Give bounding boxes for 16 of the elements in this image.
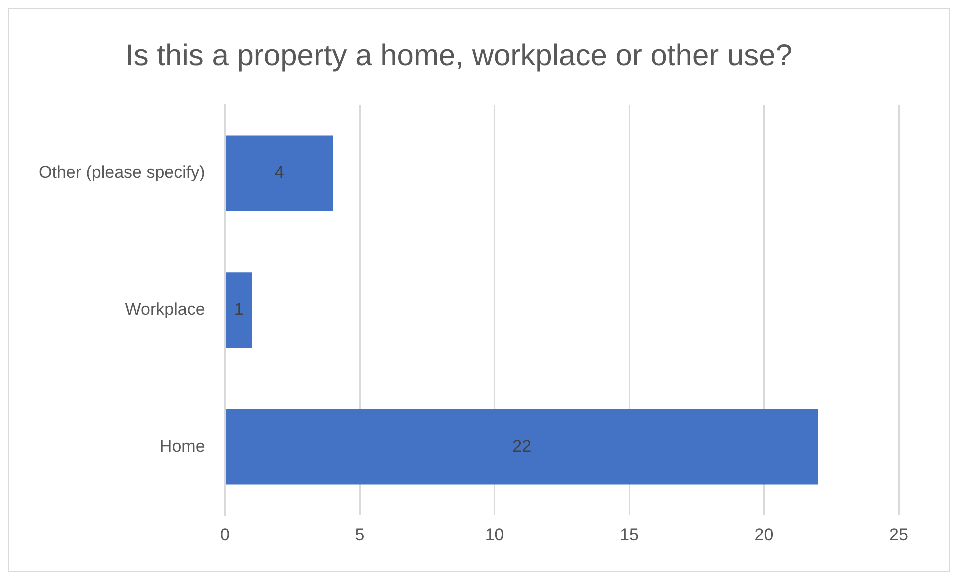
bar bbox=[226, 272, 252, 348]
bar bbox=[226, 410, 818, 485]
x-tick-label: 25 bbox=[890, 525, 908, 544]
chart-title: Is this a property a home, workplace or other use? bbox=[125, 39, 793, 72]
x-tick-label: 5 bbox=[355, 525, 365, 544]
x-tick-label: 15 bbox=[620, 525, 639, 544]
data-label: 22 bbox=[512, 436, 532, 456]
x-tick-label: 20 bbox=[754, 525, 774, 544]
x-tick-label: 0 bbox=[220, 525, 230, 544]
data-label: 4 bbox=[274, 163, 284, 182]
data-label: 1 bbox=[234, 300, 244, 319]
y-tick-label: Other (please specify) bbox=[38, 163, 206, 182]
bar bbox=[226, 136, 334, 212]
y-tick-label: Home bbox=[160, 436, 206, 456]
y-tick-label: Workplace bbox=[125, 300, 206, 319]
x-tick-label: 10 bbox=[485, 525, 504, 544]
